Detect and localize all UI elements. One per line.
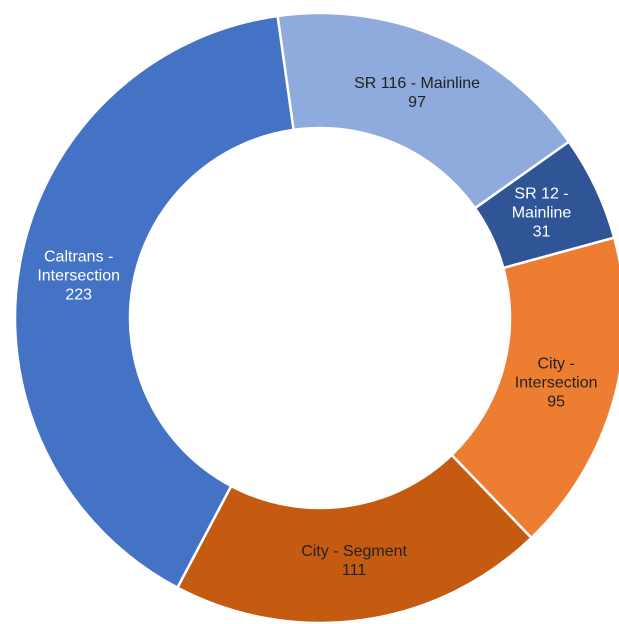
slice-label: Caltrans - Intersection 223 <box>19 247 139 304</box>
category-name: SR 12 - Mainline <box>511 185 572 222</box>
donut-slice <box>175 453 534 624</box>
value-label: 111 <box>341 561 367 579</box>
value-label: 223 <box>65 286 93 304</box>
slice-label: City - Intersection 95 <box>501 355 611 412</box>
category-name: City - Segment <box>301 542 407 560</box>
value-label: 31 <box>532 223 551 241</box>
value-label: 95 <box>547 393 566 411</box>
slice-label: SR 116 - Mainline 97 <box>332 74 502 112</box>
category-name: City - Intersection <box>514 355 598 392</box>
donut-slice <box>449 236 619 540</box>
value-label: 97 <box>408 94 426 112</box>
slice-label: City - Segment 111 <box>274 542 434 580</box>
category-name: SR 116 - Mainline <box>354 75 481 93</box>
slice-label: SR 12 - Mainline 31 <box>502 185 582 242</box>
category-name: Caltrans - Intersection <box>37 248 121 285</box>
donut-slice <box>13 14 295 590</box>
